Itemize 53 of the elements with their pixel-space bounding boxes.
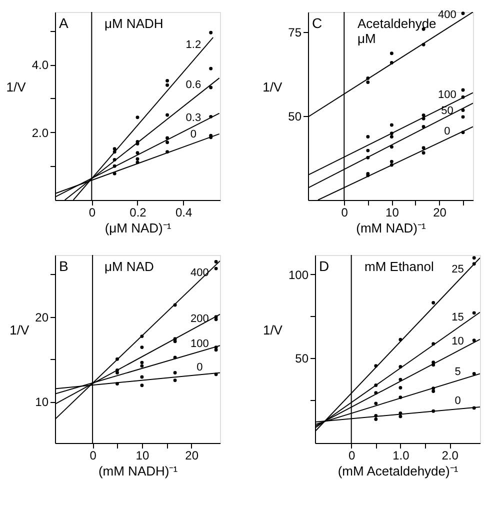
y-tick-label: 2.0	[32, 126, 49, 140]
y-tick-label: 50	[295, 351, 309, 366]
annotation: A	[59, 15, 69, 31]
series-label: 100	[190, 338, 209, 350]
series-label: 10	[452, 336, 464, 348]
series-label: 100	[438, 88, 456, 101]
series-label: 0	[454, 395, 461, 408]
x-tick-label: 0	[341, 206, 348, 220]
x-tick-label: 2.0	[442, 448, 459, 462]
series-label: 200	[190, 312, 209, 325]
x-tick-label: 1.0	[392, 448, 410, 462]
annotation: B	[59, 258, 68, 274]
y-tick-label: 4.0	[32, 58, 49, 72]
x-tick-label: 0	[348, 448, 356, 462]
series-label: 0	[190, 128, 196, 141]
y-axis-title: 1/V	[6, 80, 26, 95]
x-tick-label: 0.4	[175, 206, 192, 220]
series-label: 0	[444, 126, 450, 138]
legend-title: μM NADH	[104, 16, 164, 31]
legend-title: Acetaldehyde μM	[358, 16, 436, 46]
x-tick-label: 10	[386, 206, 400, 220]
x-tick-label: 10	[136, 448, 150, 462]
y-tick-label: 100	[288, 268, 309, 282]
series-label: 50	[441, 104, 454, 117]
x-axis-title: (μM NAD)⁻¹	[104, 220, 172, 236]
series-label: 25	[452, 264, 464, 276]
legend-title: mM Ethanol	[364, 259, 434, 274]
x-tick-label: 20	[433, 206, 447, 220]
x-tick-label: 0.2	[130, 206, 147, 220]
legend-title: μM NAD	[104, 259, 154, 274]
x-tick-label: 0	[90, 448, 97, 462]
series-label: 0.6	[186, 78, 202, 91]
x-axis-title: (mM NADH)⁻¹	[98, 464, 178, 478]
x-axis-title: (mM Acetaldehyde)⁻¹	[338, 464, 459, 478]
annotation: D	[319, 258, 330, 274]
x-tick-label: 0	[88, 206, 96, 220]
y-tick-label: 10	[35, 395, 49, 410]
x-tick-label: 20	[185, 448, 199, 462]
series-label: 15	[452, 311, 464, 324]
series-label: 0.3	[186, 112, 202, 124]
series-label: 1.2	[186, 38, 202, 51]
x-axis-title: (mM NAD)⁻¹	[356, 220, 427, 236]
series-label: 400	[190, 267, 209, 280]
y-axis-title: 1/V	[262, 80, 282, 95]
series-label: 0	[196, 361, 203, 374]
y-tick-label: 50	[288, 109, 302, 124]
series-label: 400	[438, 8, 456, 21]
y-tick-label: 75	[288, 25, 302, 40]
annotation: C	[312, 15, 322, 31]
y-axis-title: 1/V	[262, 322, 283, 338]
y-axis-title: 1/V	[10, 322, 30, 338]
y-tick-label: 20	[35, 310, 49, 324]
series-label: 5	[454, 366, 461, 378]
